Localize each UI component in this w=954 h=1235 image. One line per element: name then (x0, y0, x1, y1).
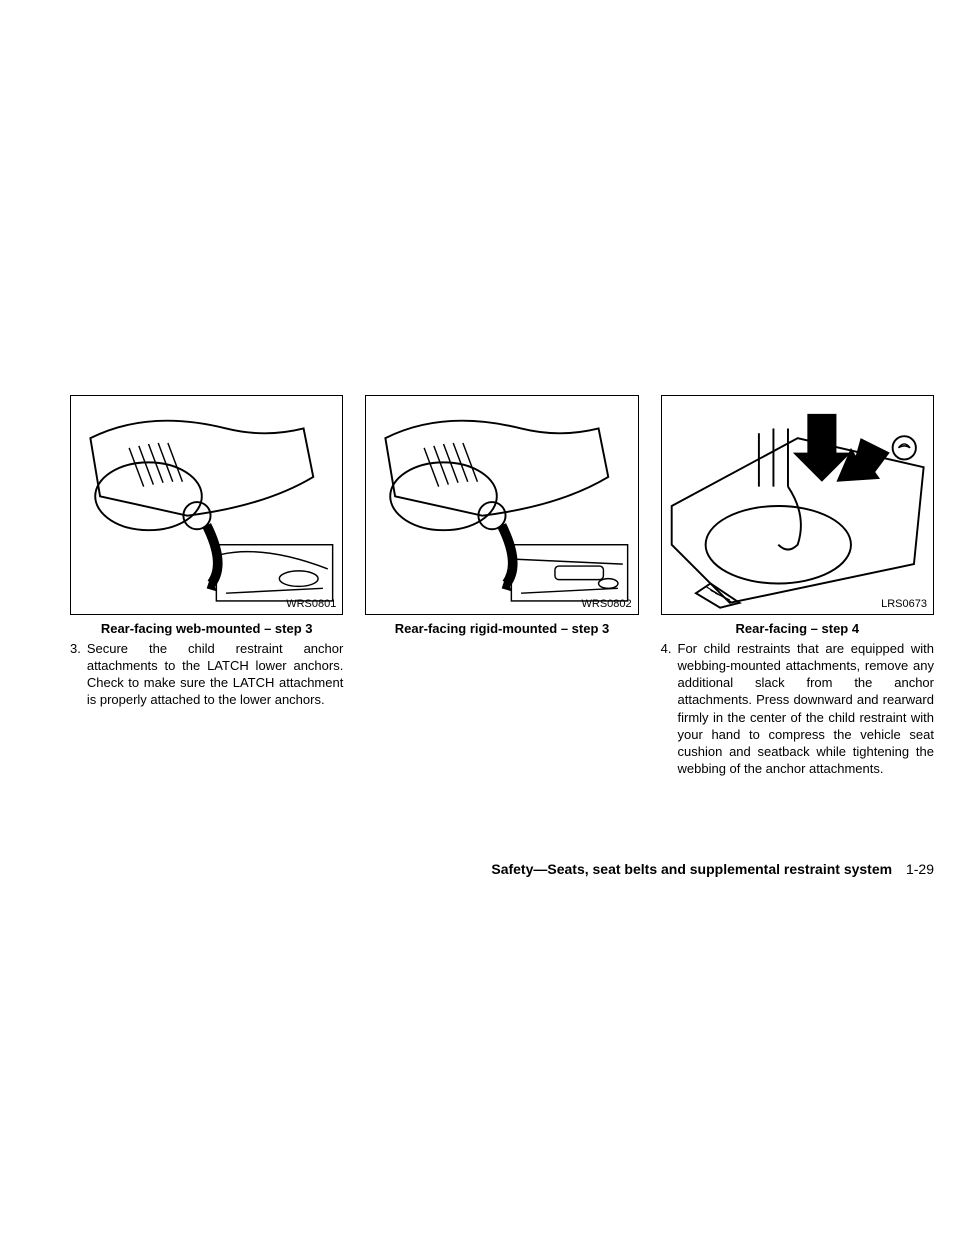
column-1: WRS0801 Rear-facing web-mounted – step 3… (70, 395, 343, 777)
figure-id-3: LRS0673 (881, 598, 927, 610)
figure-id-2: WRS0802 (582, 598, 632, 610)
figure-caption-3: Rear-facing – step 4 (661, 621, 934, 636)
figure-caption-1: Rear-facing web-mounted – step 3 (70, 621, 343, 636)
step-4-text: 4. For child restraints that are equippe… (661, 640, 934, 777)
figure-illustration-1 (71, 396, 342, 614)
column-2: WRS0802 Rear-facing rigid-mounted – step… (365, 395, 638, 777)
content-columns: WRS0801 Rear-facing web-mounted – step 3… (70, 395, 934, 777)
figure-illustration-2 (366, 396, 637, 614)
column-3: LRS0673 Rear-facing – step 4 4. For chil… (661, 395, 934, 777)
step-body: Secure the child restraint anchor attach… (87, 640, 343, 709)
figure-box-2: WRS0802 (365, 395, 638, 615)
footer-section-title: Safety—Seats, seat belts and supplementa… (491, 861, 892, 877)
figure-id-1: WRS0801 (286, 598, 336, 610)
step-body: For child restraints that are equipped w… (678, 640, 934, 777)
page-footer: Safety—Seats, seat belts and supplementa… (491, 861, 934, 877)
page: WRS0801 Rear-facing web-mounted – step 3… (0, 0, 954, 1235)
footer-page-number: 1-29 (906, 861, 934, 877)
figure-illustration-3 (662, 396, 933, 614)
step-number: 3. (70, 640, 81, 709)
figure-box-3: LRS0673 (661, 395, 934, 615)
figure-caption-2: Rear-facing rigid-mounted – step 3 (365, 621, 638, 636)
step-number: 4. (661, 640, 672, 777)
step-3-text: 3. Secure the child restraint anchor att… (70, 640, 343, 709)
figure-box-1: WRS0801 (70, 395, 343, 615)
